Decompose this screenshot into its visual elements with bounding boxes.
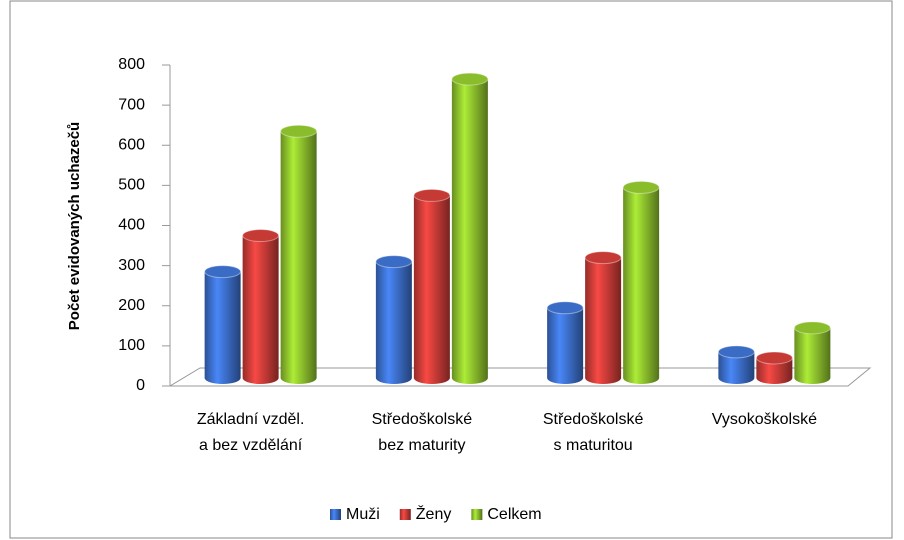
bar-top bbox=[242, 229, 280, 243]
y-tick-label: 800 bbox=[118, 56, 145, 73]
bar-top bbox=[280, 124, 318, 138]
bar bbox=[756, 357, 793, 384]
bar bbox=[280, 131, 317, 384]
y-tick-label: 500 bbox=[118, 177, 145, 194]
y-tick-label: 700 bbox=[118, 96, 145, 113]
bar-top bbox=[755, 351, 793, 365]
x-tick-label: Vysokoškolské bbox=[712, 411, 817, 428]
bar bbox=[204, 271, 241, 384]
bar-top bbox=[622, 180, 660, 194]
bar-top bbox=[204, 265, 242, 279]
bar bbox=[413, 195, 450, 384]
x-tick-label: Středoškolské bbox=[372, 411, 473, 428]
bar-top bbox=[793, 321, 831, 335]
bar bbox=[623, 187, 660, 384]
x-tick-label: a bez vzdělání bbox=[199, 437, 303, 454]
y-tick-label: 400 bbox=[118, 217, 145, 234]
legend-swatch bbox=[399, 509, 411, 520]
x-tick-label: s maturitou bbox=[554, 437, 633, 454]
bar bbox=[794, 327, 831, 384]
x-tick-label: Středoškolské bbox=[543, 411, 644, 428]
bar bbox=[451, 79, 488, 384]
legend-label: Celkem bbox=[487, 506, 541, 523]
y-axis-label: Počet evidovaných uchazečů bbox=[66, 122, 83, 330]
bar bbox=[547, 307, 584, 384]
chart-frame bbox=[9, 0, 893, 539]
floor bbox=[168, 367, 872, 387]
bar-top bbox=[451, 72, 489, 86]
bar-top bbox=[584, 251, 622, 265]
y-tick-label: 300 bbox=[118, 257, 145, 274]
y-tick-label: 200 bbox=[118, 297, 145, 314]
bar bbox=[375, 261, 412, 384]
y-tick-label: 0 bbox=[136, 377, 145, 394]
legend-swatch bbox=[330, 509, 341, 520]
legend-label: Ženy bbox=[416, 504, 452, 523]
y-tick-label: 100 bbox=[118, 337, 145, 354]
bar bbox=[718, 351, 755, 384]
bar-top bbox=[413, 188, 451, 202]
bar bbox=[242, 235, 279, 384]
x-tick-label: Základní vzděl. bbox=[197, 411, 305, 428]
x-tick-label: bez maturity bbox=[378, 437, 465, 454]
legend-swatch bbox=[471, 509, 483, 520]
legend-label: Muži bbox=[346, 506, 380, 523]
bar-top bbox=[717, 345, 755, 359]
bar-top bbox=[546, 301, 584, 315]
bar-top bbox=[375, 255, 413, 269]
y-tick-label: 600 bbox=[118, 136, 145, 153]
bar bbox=[585, 257, 622, 384]
